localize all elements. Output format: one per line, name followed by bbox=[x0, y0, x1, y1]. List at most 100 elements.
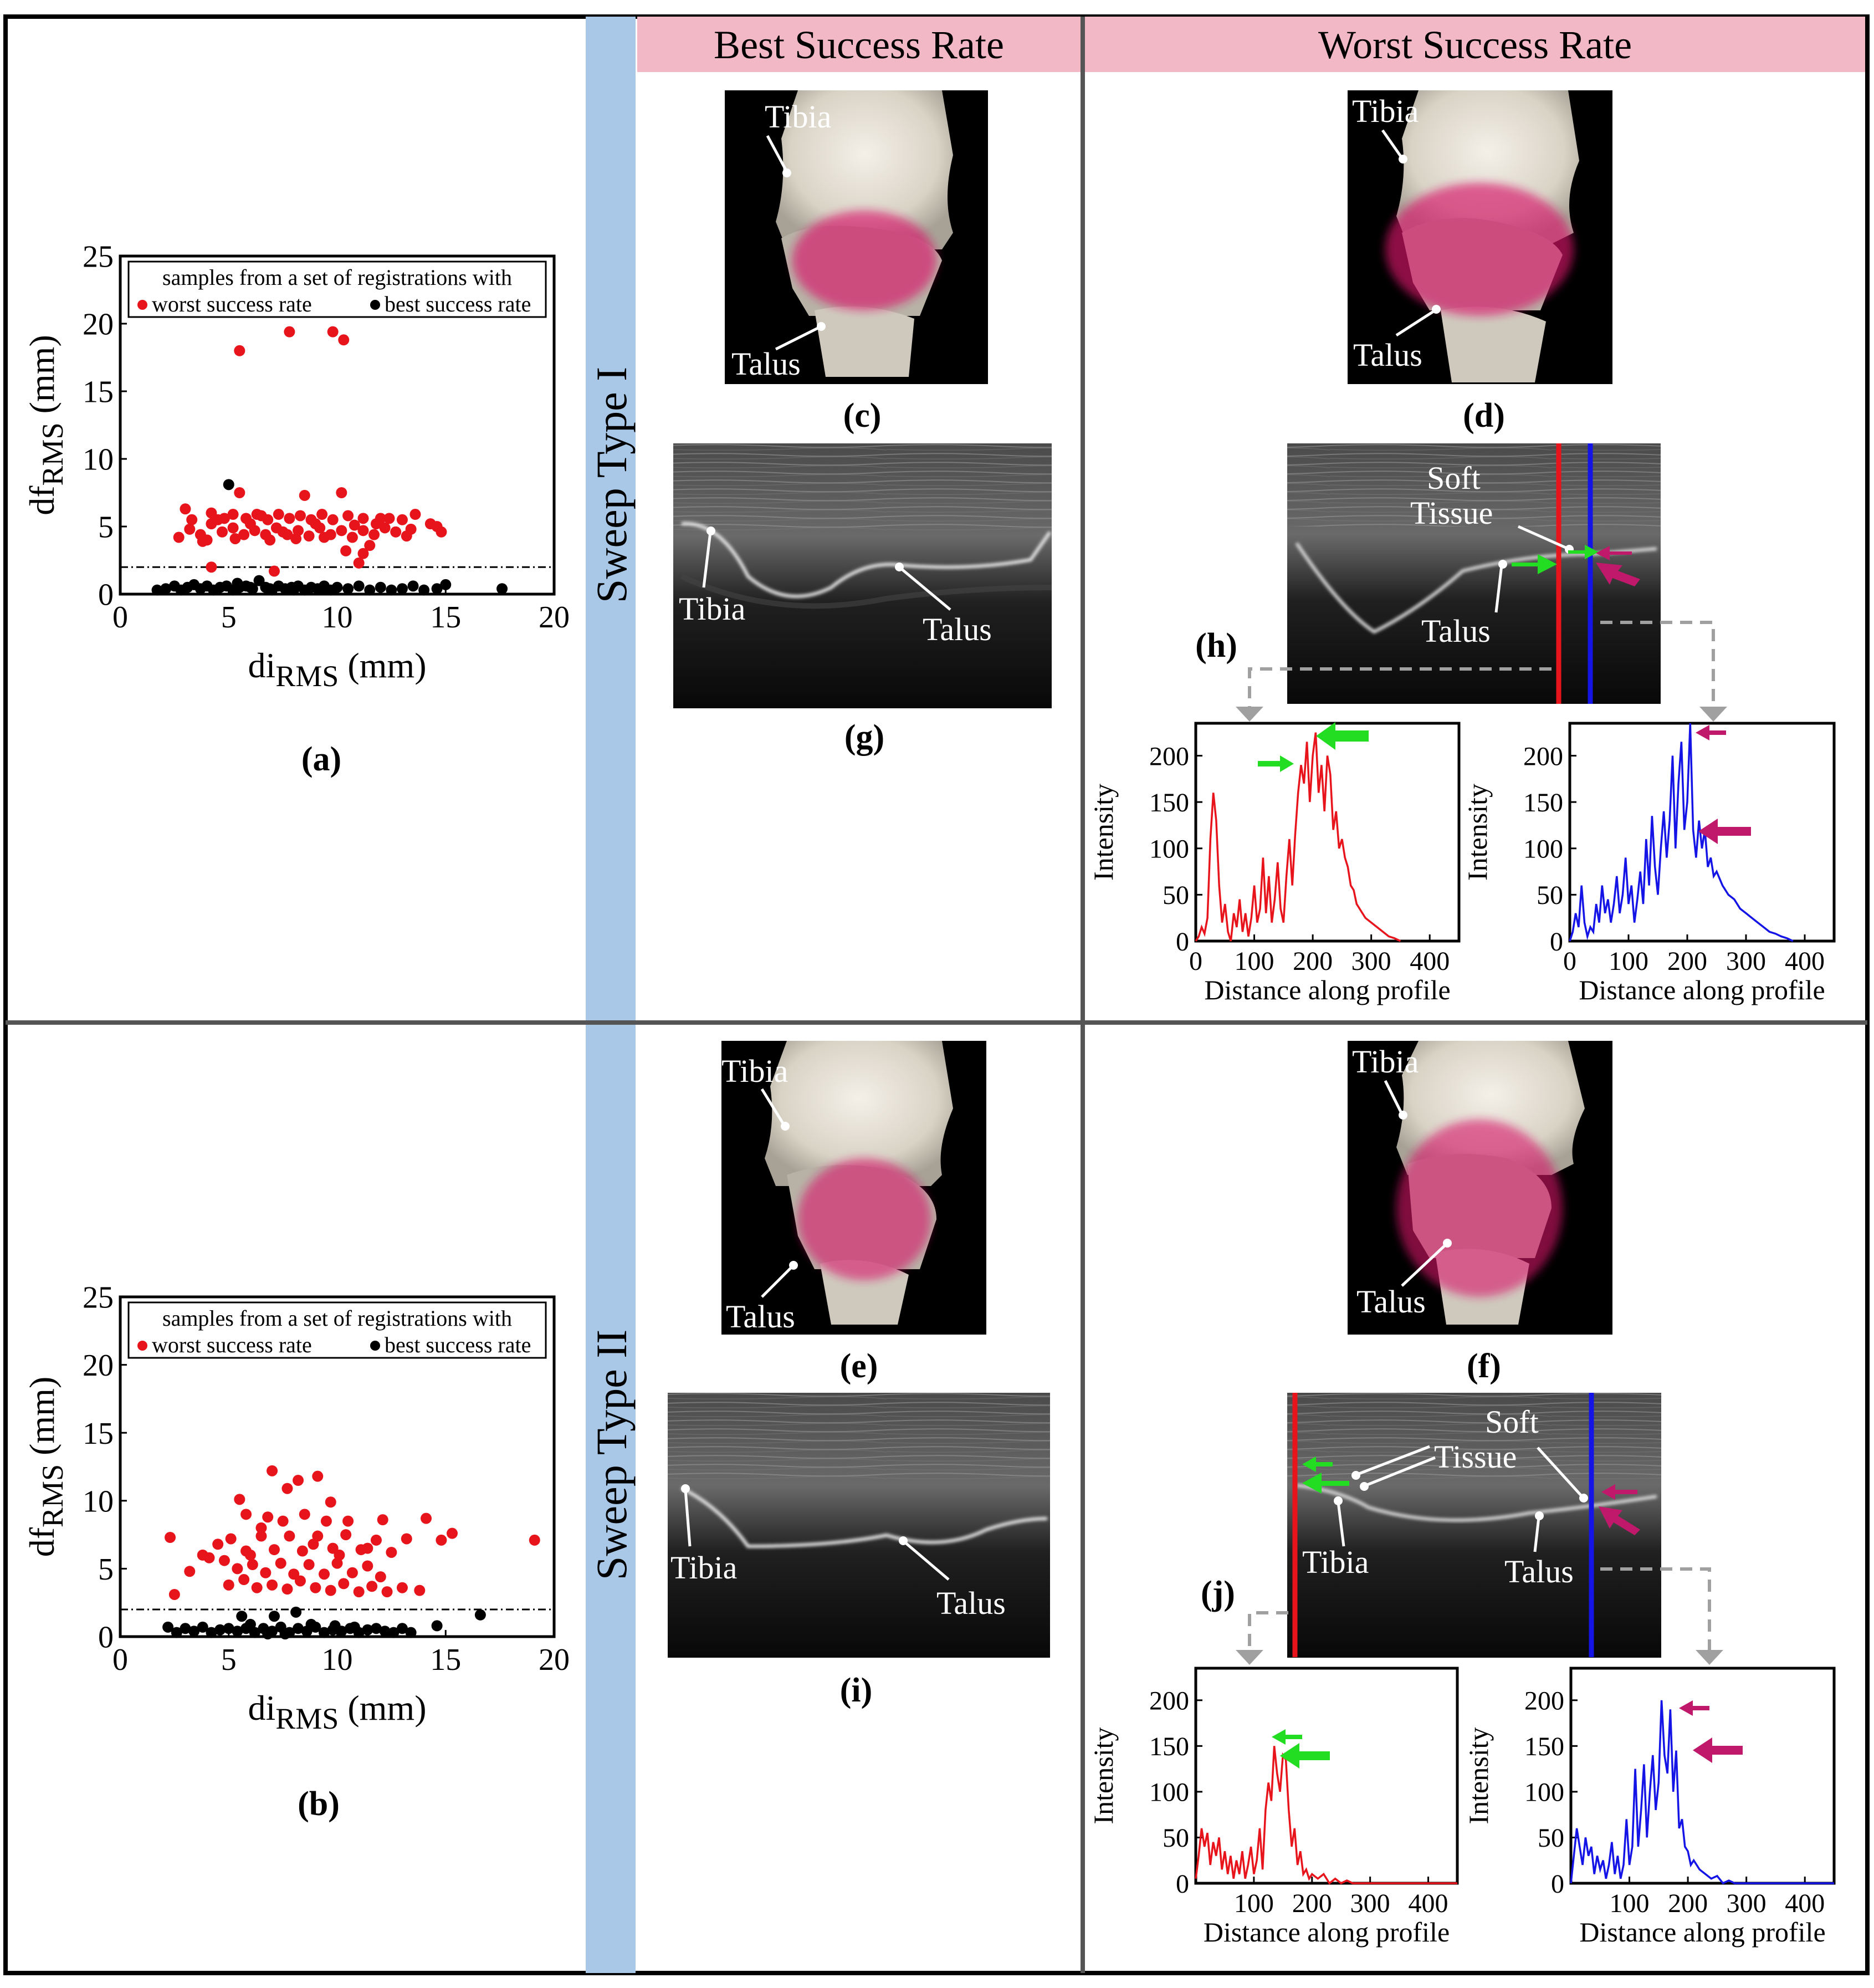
magenta-arrow-large-j bbox=[1599, 1506, 1640, 1535]
worst-point bbox=[401, 1533, 412, 1545]
best-point bbox=[379, 1626, 391, 1637]
magenta-arrow-large-h bbox=[1596, 563, 1640, 586]
dashed-arrowhead-j-red bbox=[1236, 1650, 1263, 1665]
worst-point bbox=[529, 1534, 540, 1546]
worst-point bbox=[234, 1494, 245, 1505]
y-tick-label: 20 bbox=[83, 1348, 114, 1383]
y-tick-label: 10 bbox=[83, 1484, 114, 1519]
worst-point bbox=[357, 548, 369, 559]
x-axis-label: diRMS (mm) bbox=[248, 646, 426, 693]
worst-point bbox=[340, 1529, 352, 1541]
pointer-dot-tibia-f bbox=[1399, 1111, 1407, 1120]
panel-label-c: (c) bbox=[843, 397, 882, 435]
best-point bbox=[214, 1624, 226, 1636]
y-tick-label: 50 bbox=[1537, 881, 1563, 910]
y-tick-label: 100 bbox=[1149, 835, 1189, 864]
series-line bbox=[1195, 732, 1401, 942]
worst-point bbox=[168, 1588, 180, 1600]
worst-point bbox=[364, 540, 376, 551]
label-tissue-h: Tissue bbox=[1410, 495, 1493, 531]
worst-point bbox=[281, 1483, 293, 1494]
y-tick-label: 150 bbox=[1149, 788, 1189, 817]
render-e bbox=[721, 1041, 986, 1335]
best-point bbox=[305, 1618, 317, 1630]
worst-point bbox=[436, 1534, 447, 1546]
y-tick-label: 100 bbox=[1149, 1778, 1189, 1807]
worst-point bbox=[255, 510, 267, 522]
label-tibia-f: Tibia bbox=[1352, 1044, 1419, 1080]
y-tick-label: 0 bbox=[98, 1621, 114, 1655]
worst-point bbox=[386, 1546, 397, 1558]
worst-point bbox=[421, 1512, 432, 1524]
worst-point bbox=[267, 1465, 278, 1476]
worst-point bbox=[234, 345, 245, 356]
pointer-dot-tibia-g bbox=[706, 527, 715, 535]
worst-point bbox=[334, 1549, 345, 1561]
label-talus-i: Talus bbox=[936, 1585, 1006, 1621]
label-tibia-c: Tibia bbox=[765, 99, 831, 135]
x-tick-label: 5 bbox=[221, 1643, 237, 1677]
x-axis-label: Distance along profile bbox=[1204, 974, 1450, 1005]
y-tick-label: 200 bbox=[1149, 742, 1189, 771]
worst-point bbox=[296, 1545, 308, 1557]
worst-point bbox=[320, 1515, 332, 1527]
legend-best-marker bbox=[370, 1341, 380, 1351]
pointer-dot-talus-e bbox=[789, 1261, 798, 1270]
worst-point bbox=[277, 526, 289, 538]
pointer-dot-talus-g bbox=[895, 563, 904, 571]
pointer-talus-c bbox=[775, 325, 821, 351]
worst-point bbox=[346, 1567, 358, 1578]
best-point bbox=[268, 1611, 280, 1622]
worst-point bbox=[281, 1583, 293, 1595]
best-point bbox=[396, 583, 408, 595]
ultrasound-j bbox=[1287, 1393, 1661, 1658]
peak-arrow-green-large bbox=[1316, 722, 1369, 750]
legend-worst-marker bbox=[137, 300, 147, 310]
label-tibia-i: Tibia bbox=[670, 1550, 737, 1586]
worst-point bbox=[353, 557, 365, 569]
worst-point bbox=[375, 1571, 386, 1583]
best-point bbox=[162, 1621, 174, 1633]
panel-label-g: (g) bbox=[844, 718, 884, 756]
worst-point bbox=[290, 533, 302, 544]
worst-point bbox=[357, 525, 369, 536]
y-axis-label: Intensity bbox=[1088, 784, 1119, 881]
y-axis-label: Intensity bbox=[1462, 784, 1493, 881]
best-point bbox=[329, 1620, 341, 1632]
worst-point bbox=[381, 1586, 393, 1598]
best-point bbox=[375, 581, 386, 593]
y-tick-label: 200 bbox=[1149, 1687, 1189, 1716]
best-point bbox=[396, 1623, 408, 1634]
sweep-type-2-label: Sweep Type II bbox=[587, 1330, 636, 1580]
y-tick-label: 100 bbox=[1524, 1778, 1564, 1807]
legend-box bbox=[127, 1301, 547, 1359]
best-point bbox=[331, 581, 343, 593]
sweep-bar bbox=[586, 17, 636, 1973]
best-point bbox=[197, 1621, 208, 1633]
worst-point bbox=[212, 514, 224, 525]
worst-point bbox=[284, 513, 295, 524]
worst-point bbox=[405, 523, 417, 535]
y-tick-label: 15 bbox=[83, 1417, 114, 1451]
worst-point bbox=[294, 510, 306, 522]
worst-point bbox=[379, 522, 391, 534]
worst-point bbox=[377, 1514, 388, 1526]
worst-point bbox=[342, 1515, 354, 1527]
best-point bbox=[364, 584, 376, 596]
legend-title: samples from a set of registrations with bbox=[162, 265, 512, 290]
worst-point bbox=[232, 1563, 243, 1575]
worst-point bbox=[212, 1539, 224, 1550]
legend-worst-label: worst success rate bbox=[152, 292, 312, 316]
worst-point bbox=[273, 509, 284, 520]
worst-point bbox=[184, 1566, 196, 1577]
x-tick-label: 100 bbox=[1609, 947, 1648, 976]
pointer-dot-talus-j bbox=[1535, 1511, 1544, 1520]
worst-point bbox=[284, 326, 295, 338]
worst-point bbox=[390, 526, 402, 538]
peak-arrow-magenta-small bbox=[1696, 725, 1726, 740]
pointer-tibia-i bbox=[684, 1489, 692, 1547]
y-tick-label: 150 bbox=[1524, 1732, 1564, 1761]
best-point bbox=[279, 1628, 291, 1640]
worst-point bbox=[165, 1532, 176, 1544]
